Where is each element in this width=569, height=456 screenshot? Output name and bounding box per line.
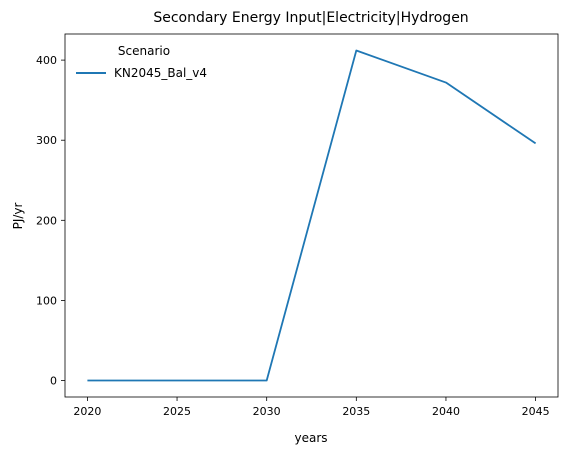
x-tick-label: 2025 [163, 405, 191, 418]
x-tick-label: 2045 [522, 405, 550, 418]
y-tick-label: 0 [50, 375, 57, 388]
legend-label: KN2045_Bal_v4 [114, 66, 207, 80]
x-axis: 2020 2025 2030 2035 2040 2045 [73, 397, 550, 418]
y-axis-label: PJ/yr [11, 203, 25, 230]
y-tick-label: 200 [36, 214, 57, 227]
y-axis: 0 100 200 300 400 [36, 54, 65, 388]
series-line [87, 49, 537, 382]
chart-title: Secondary Energy Input|Electricity|Hydro… [153, 10, 468, 26]
x-tick-label: 2035 [342, 405, 370, 418]
legend: Scenario KN2045_Bal_v4 [76, 44, 207, 80]
series-layer [87, 49, 537, 382]
x-axis-label: years [294, 431, 327, 445]
plot-area [64, 33, 559, 398]
y-tick-label: 100 [36, 294, 57, 307]
legend-title: Scenario [118, 44, 170, 58]
x-tick-label: 2020 [73, 405, 101, 418]
y-tick-label: 300 [36, 134, 57, 147]
x-tick-label: 2040 [432, 405, 460, 418]
x-tick-label: 2030 [253, 405, 281, 418]
y-tick-label: 400 [36, 54, 57, 67]
